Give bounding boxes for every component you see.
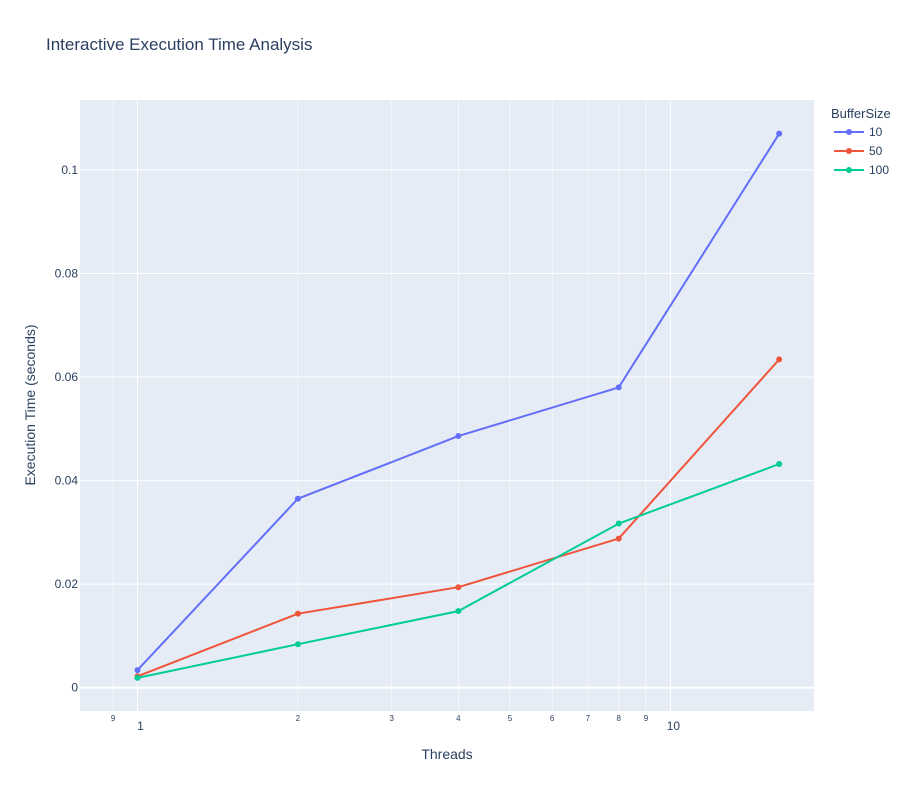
x-minor-tick-label: 7 — [586, 714, 591, 723]
data-point[interactable] — [294, 641, 301, 648]
data-point[interactable] — [615, 535, 622, 542]
data-point[interactable] — [776, 461, 783, 468]
legend-swatch-marker — [846, 167, 852, 173]
data-point[interactable] — [776, 356, 783, 363]
data-point[interactable] — [776, 130, 783, 137]
y-tick-label: 0.1 — [61, 163, 78, 177]
legend-label: 10 — [869, 125, 883, 139]
x-minor-tick-label: 8 — [617, 714, 622, 723]
legend-item-50[interactable]: 50 — [834, 144, 883, 158]
legend[interactable]: BufferSize 10 50 100 — [831, 106, 891, 177]
x-minor-tick-label: 3 — [390, 714, 395, 723]
legend-label: 100 — [869, 163, 889, 177]
x-minor-tick-label: 5 — [508, 714, 513, 723]
data-point[interactable] — [134, 674, 141, 681]
y-tick-label: 0 — [71, 681, 78, 695]
series-100[interactable] — [134, 461, 783, 681]
series-lines — [134, 130, 783, 681]
x-minor-tick-label: 6 — [550, 714, 555, 723]
gridlines — [80, 100, 814, 711]
legend-item-100[interactable]: 100 — [834, 163, 889, 177]
plot-area — [80, 100, 814, 711]
y-tick-label: 0.08 — [55, 266, 79, 280]
data-point[interactable] — [455, 584, 462, 591]
data-point[interactable] — [134, 667, 141, 674]
x-axis-title: Threads — [421, 746, 472, 762]
legend-swatch-marker — [846, 148, 852, 154]
x-minor-tick-label: 9 — [111, 714, 116, 723]
legend-swatch-marker — [846, 129, 852, 135]
y-tick-label: 0.02 — [55, 577, 79, 591]
y-tick-label: 0.06 — [55, 370, 79, 384]
chart-title: Interactive Execution Time Analysis — [46, 35, 312, 54]
series-50[interactable] — [134, 356, 783, 680]
x-tick-label: 1 — [137, 719, 144, 733]
series-10[interactable] — [134, 130, 783, 674]
x-minor-tick-label: 9 — [644, 714, 649, 723]
data-point[interactable] — [455, 608, 462, 615]
data-point[interactable] — [294, 495, 301, 502]
data-point[interactable] — [615, 520, 622, 527]
legend-item-10[interactable]: 10 — [834, 125, 883, 139]
x-axis-ticks: 9 2 3 4 5 6 7 8 9 1 10 — [111, 714, 680, 733]
y-axis-title: Execution Time (seconds) — [22, 324, 38, 485]
data-point[interactable] — [615, 384, 622, 391]
y-axis-ticks: 0 0.02 0.04 0.06 0.08 0.1 — [55, 163, 79, 695]
x-minor-tick-label: 4 — [456, 714, 461, 723]
x-minor-tick-label: 2 — [296, 714, 301, 723]
data-point[interactable] — [455, 433, 462, 440]
legend-label: 50 — [869, 144, 883, 158]
x-tick-label: 10 — [667, 719, 681, 733]
legend-title: BufferSize — [831, 106, 891, 121]
y-tick-label: 0.04 — [55, 474, 79, 488]
data-point[interactable] — [294, 610, 301, 617]
